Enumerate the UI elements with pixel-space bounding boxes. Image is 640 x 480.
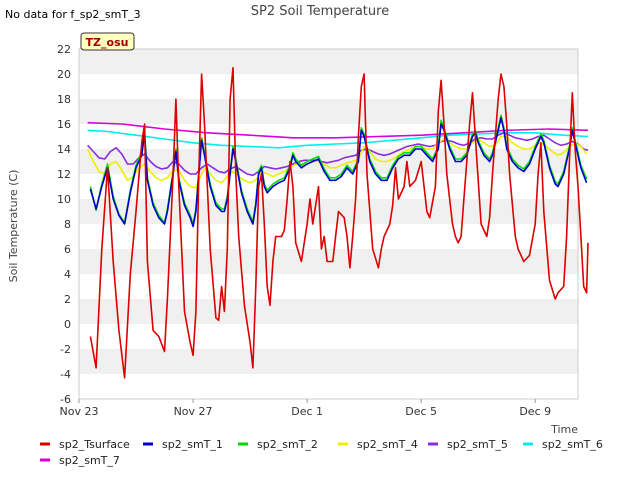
no-data-note: No data for f_sp2_smT_3 [5, 8, 141, 21]
y-tick-label: -2 [60, 343, 71, 356]
grid-band [79, 374, 578, 399]
chart-title: SP2 Soil Temperature [251, 4, 389, 19]
series-lines [86, 67, 589, 379]
x-axis-label: Time [550, 423, 578, 436]
legend-item-sp2_smT_2: sp2_smT_2 [238, 438, 318, 451]
legend-label: sp2_smT_6 [542, 438, 603, 451]
y-tick-label: 12 [57, 168, 71, 181]
y-tick-label: 18 [57, 93, 71, 106]
grid-band [79, 299, 578, 324]
grid-band [79, 99, 578, 124]
y-tick-label: 22 [57, 43, 71, 56]
y-tick-label: 14 [57, 143, 71, 156]
y-tick-label: -4 [60, 368, 71, 381]
x-tick-label: Dec 5 [405, 405, 437, 418]
series-line-sp2_smT_4 [86, 135, 588, 189]
legend-item-sp2_smT_7: sp2_smT_7 [40, 454, 120, 467]
tz-badge: TZ_osu [80, 32, 135, 51]
y-tick-label: 16 [57, 118, 71, 131]
x-tick-label: Dec 9 [519, 405, 551, 418]
y-tick-label: 2 [64, 293, 71, 306]
legend-label: sp2_smT_5 [447, 438, 508, 451]
legend-item-sp2_smT_6: sp2_smT_6 [523, 438, 603, 451]
legend-label: sp2_smT_2 [257, 438, 318, 451]
grid-band [79, 49, 578, 74]
series-line-sp2_smT_5 [87, 132, 589, 177]
legend-label: sp2_smT_4 [357, 438, 418, 451]
legend-label: sp2_Tsurface [59, 438, 130, 451]
grid-bands [79, 49, 578, 399]
legend-item-sp2_smT_4: sp2_smT_4 [338, 438, 418, 451]
legend-label: sp2_smT_7 [59, 454, 120, 467]
grid-band [79, 74, 578, 99]
grid-band [79, 324, 578, 349]
y-tick-label: 6 [64, 243, 71, 256]
legend-item-sp2_smT_1: sp2_smT_1 [143, 438, 223, 451]
grid-band [79, 274, 578, 299]
grid-band [79, 149, 578, 174]
tz-badge-text: TZ_osu [86, 36, 129, 49]
legend-item-sp2_Tsurface: sp2_Tsurface [40, 438, 130, 451]
series-line-sp2_Tsurface [89, 67, 589, 379]
grid-band [79, 224, 578, 249]
y-tick-label: 0 [64, 318, 71, 331]
y-axis-ticks: -6 -4 -2 0 2 4 6 8 10 12 14 16 18 20 22 [57, 43, 71, 406]
y-tick-label: 20 [57, 68, 71, 81]
x-tick-label: Nov 23 [60, 405, 99, 418]
x-axis-ticks: Nov 23 Nov 27 Dec 1 Dec 5 Dec 9 [60, 399, 551, 418]
legend-label: sp2_smT_1 [162, 438, 223, 451]
y-tick-label: 4 [64, 268, 71, 281]
y-tick-label: -6 [60, 393, 71, 406]
y-axis-label: Soil Temperature (C) [7, 170, 20, 283]
tz-badge-box [80, 32, 135, 51]
x-tick-label: Dec 1 [291, 405, 323, 418]
legend: sp2_Tsurface sp2_smT_1 sp2_smT_2 sp2_smT_4 s… [40, 438, 603, 467]
legend-item-sp2_smT_5: sp2_smT_5 [428, 438, 508, 451]
grid-band [79, 349, 578, 374]
x-tick-label: Nov 27 [174, 405, 213, 418]
y-tick-label: 10 [57, 193, 71, 206]
plot-area [78, 48, 579, 400]
y-tick-label: 8 [64, 218, 71, 231]
